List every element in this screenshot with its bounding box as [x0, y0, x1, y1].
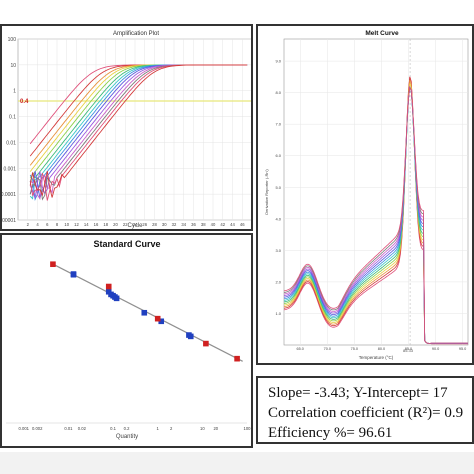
amp-x-tick-label: 42	[220, 222, 225, 227]
standard-curve-x-label: Quantity	[116, 434, 138, 440]
amplification-title: Amplification Plot	[113, 31, 159, 37]
amp-x-tick-label: 2	[27, 222, 30, 227]
amp-y-tick-label: 10	[10, 63, 16, 69]
standard-x-tick-label: 0.002	[32, 426, 43, 431]
amp-x-tick-label: 30	[162, 222, 167, 227]
standard-x-tick-label: 1	[157, 426, 160, 431]
melt-x-tick-label: 80.0	[378, 347, 385, 351]
amp-y-tick-label: 100	[8, 37, 17, 43]
amplification-series-line	[29, 64, 248, 198]
melt-y-tick-label: 9.0	[275, 59, 281, 64]
standard-x-tick-label: 0.01	[64, 426, 73, 431]
melt-y-label: Derivative Reporter (-Rn')	[264, 169, 269, 215]
melt-y-tick-label: 8.0	[275, 90, 281, 95]
amp-x-tick-label: 24	[133, 222, 138, 227]
threshold-label: 0.4	[20, 99, 29, 105]
melt-y-tick-label: 7.0	[275, 122, 281, 127]
amp-x-tick-label: 28	[152, 222, 157, 227]
melt-curve-panel: Melt Curve 65.0 70.0 75.0 80.0 85.0 90.0 95.0 …	[256, 24, 474, 365]
standard-curve-chart: Standard Curve 0.001 0.002 0.01 0.02 0.1 0.2 1…	[2, 239, 252, 440]
melt-curve-title: Melt Curve	[365, 30, 399, 37]
melt-plot-area	[283, 38, 469, 346]
amp-x-tick-label: 10	[64, 222, 69, 227]
regression-stats-box: Slope= -3.43; Y-Intercept= 17 Correlatio…	[256, 376, 474, 444]
amplification-x-label: Cycle	[127, 223, 143, 229]
melt-curve-chart: Melt Curve 65.0 70.0 75.0 80.0 85.0 90.0 95.0 …	[258, 26, 472, 363]
standard-x-tick-label: 10	[200, 426, 205, 431]
standard-x-tick-label: 0.02	[78, 426, 87, 431]
melt-x-tick-label: 85.0	[405, 347, 412, 351]
standard-x-tick-label: 0.001	[19, 426, 30, 431]
melt-x-tick-label: 65.0	[297, 347, 304, 351]
standard-x-tick-label: 20	[213, 426, 218, 431]
standard-x-tick-label: 0.2	[124, 426, 130, 431]
standard-point-red	[50, 261, 56, 268]
amp-x-tick-label: 38	[201, 222, 206, 227]
melt-y-tick-label: 3.0	[275, 248, 281, 253]
amp-x-tick-label: 34	[181, 222, 186, 227]
amp-x-tick-label: 16	[94, 222, 99, 227]
amp-x-tick-label: 20	[113, 222, 118, 227]
standard-point-red	[203, 340, 209, 347]
amp-y-tick-label: 0.001	[3, 166, 16, 172]
amp-x-tick-label: 22	[123, 222, 128, 227]
melt-x-tick-label: 75.0	[351, 347, 358, 351]
efficiency-text: Efficiency %= 96.61	[268, 425, 393, 441]
standard-point-blue	[158, 318, 165, 325]
melt-x-tick-label: 70.0	[324, 347, 331, 351]
amp-x-tick-label: 14	[84, 222, 89, 227]
melt-x-tick-label: 95.0	[459, 347, 466, 351]
standard-point-blue	[70, 271, 77, 278]
amp-x-tick-label: 44	[230, 222, 235, 227]
slope-intercept-text: Slope= -3.43; Y-Intercept= 17	[268, 385, 448, 401]
amp-x-tick-label: 26	[142, 222, 147, 227]
amp-x-tick-label: 40	[211, 222, 216, 227]
bottom-strip	[0, 452, 474, 474]
amplification-plot-panel: Amplification Plot 0.4 2 4 6 8 10 12 14 16 18 20 2…	[0, 24, 253, 231]
melt-series-line	[283, 86, 468, 344]
amp-x-tick-label: 4	[36, 222, 39, 227]
standard-curve-title: Standard Curve	[93, 239, 160, 249]
standard-point-red	[105, 283, 112, 290]
amp-x-tick-label: 36	[191, 222, 196, 227]
standard-x-tick-label: 2	[170, 426, 173, 431]
melt-y-tick-label: 1.0	[275, 311, 281, 316]
melt-y-tick-label: 6.0	[275, 153, 281, 158]
melt-x-tick-label: 90.0	[432, 347, 439, 351]
amp-x-tick-label: 18	[103, 222, 108, 227]
standard-point-red	[154, 315, 161, 322]
amp-x-tick-label: 32	[172, 222, 177, 227]
amp-y-tick-label: 0.00001	[2, 218, 16, 224]
melt-y-tick-label: 4.0	[275, 216, 281, 221]
melt-y-tick-label: 5.0	[275, 185, 281, 190]
amp-x-tick-label: 46	[240, 222, 245, 227]
amp-y-tick-label: 0.01	[6, 140, 16, 146]
amp-y-tick-label: 0.1	[9, 115, 16, 121]
amp-x-tick-label: 6	[46, 222, 49, 227]
standard-point-blue	[141, 309, 148, 316]
standard-x-tick-label: 0.1	[110, 426, 116, 431]
standard-point-blue	[113, 295, 120, 302]
standard-curve-panel: Standard Curve 0.001 0.002 0.01 0.02 0.1 0.2 1…	[0, 233, 253, 448]
amp-y-tick-label: 0.0001	[2, 192, 16, 198]
standard-point-red	[234, 355, 240, 362]
melt-x-label: Temperature (°C)	[359, 355, 394, 360]
amplification-plot: Amplification Plot 0.4 2 4 6 8 10 12 14 16 18 20 2…	[2, 26, 251, 229]
amp-x-tick-label: 8	[56, 222, 59, 227]
melt-peak-label: 85.33	[403, 348, 414, 353]
standard-point-blue	[187, 333, 194, 340]
amp-x-tick-label: 12	[74, 222, 79, 227]
amp-y-tick-label: 1	[13, 89, 16, 95]
standard-x-tick-label: 100	[244, 426, 252, 431]
melt-y-tick-label: 2.0	[275, 279, 281, 284]
correlation-coefficient-text: Correlation coefficient (R²)= 0.9	[268, 405, 464, 421]
